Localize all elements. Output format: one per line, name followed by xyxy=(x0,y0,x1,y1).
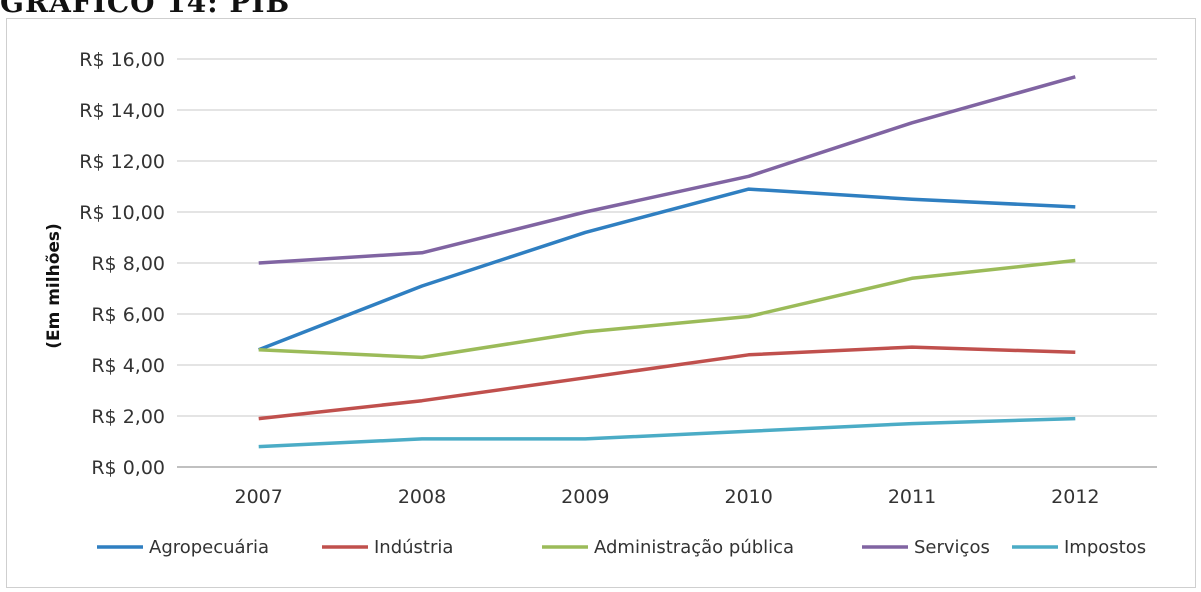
y-axis-label: (Em milhões) xyxy=(44,223,64,349)
gridlines xyxy=(177,58,1157,468)
legend-label: Administração pública xyxy=(594,537,794,558)
y-tick-label: R$ 0,00 xyxy=(91,457,165,479)
legend-label: Serviços xyxy=(914,537,990,558)
series-line-2 xyxy=(258,345,1076,421)
legend-label: Indústria xyxy=(374,537,453,558)
series-line-1 xyxy=(258,187,1076,352)
legend: Agropecuária Indústria Administração públi… xyxy=(97,537,1146,558)
y-tick-label: R$ 14,00 xyxy=(79,100,165,122)
x-tick-label: 2011 xyxy=(888,486,936,508)
y-tick-label: R$ 6,00 xyxy=(91,304,165,326)
x-tick-label: 2008 xyxy=(398,486,446,508)
y-tick-label: R$ 4,00 xyxy=(91,355,165,377)
y-tick-label: R$ 2,00 xyxy=(91,406,165,428)
series-line-3 xyxy=(258,258,1076,360)
y-tick-label: R$ 10,00 xyxy=(79,202,165,224)
y-tick-label: R$ 12,00 xyxy=(79,151,165,173)
x-tick-label: 2007 xyxy=(234,486,282,508)
chart-frame: R$ 0,00 R$ 2,00 R$ 4,00 R$ 6,00 R$ 8,00 R$ 10… xyxy=(6,18,1196,588)
y-tick-label: R$ 8,00 xyxy=(91,253,165,275)
y-axis-ticks: R$ 0,00 R$ 2,00 R$ 4,00 R$ 6,00 R$ 8,00 R$ 10… xyxy=(79,49,165,479)
series-lines xyxy=(258,75,1076,449)
y-tick-label: R$ 16,00 xyxy=(79,49,165,71)
x-tick-label: 2009 xyxy=(561,486,609,508)
series-line-5 xyxy=(258,416,1076,449)
x-tick-label: 2012 xyxy=(1051,486,1099,508)
legend-label: Agropecuária xyxy=(149,537,269,558)
series-line-4 xyxy=(258,75,1076,265)
line-chart: R$ 0,00 R$ 2,00 R$ 4,00 R$ 6,00 R$ 8,00 R$ 10… xyxy=(44,49,1157,558)
x-tick-label: 2010 xyxy=(724,486,772,508)
page-title: GRÁFICO 14: PIB xyxy=(0,0,291,19)
legend-label: Impostos xyxy=(1064,537,1146,558)
x-axis-ticks: 2007 2008 2009 2010 2011 2012 xyxy=(234,486,1099,508)
